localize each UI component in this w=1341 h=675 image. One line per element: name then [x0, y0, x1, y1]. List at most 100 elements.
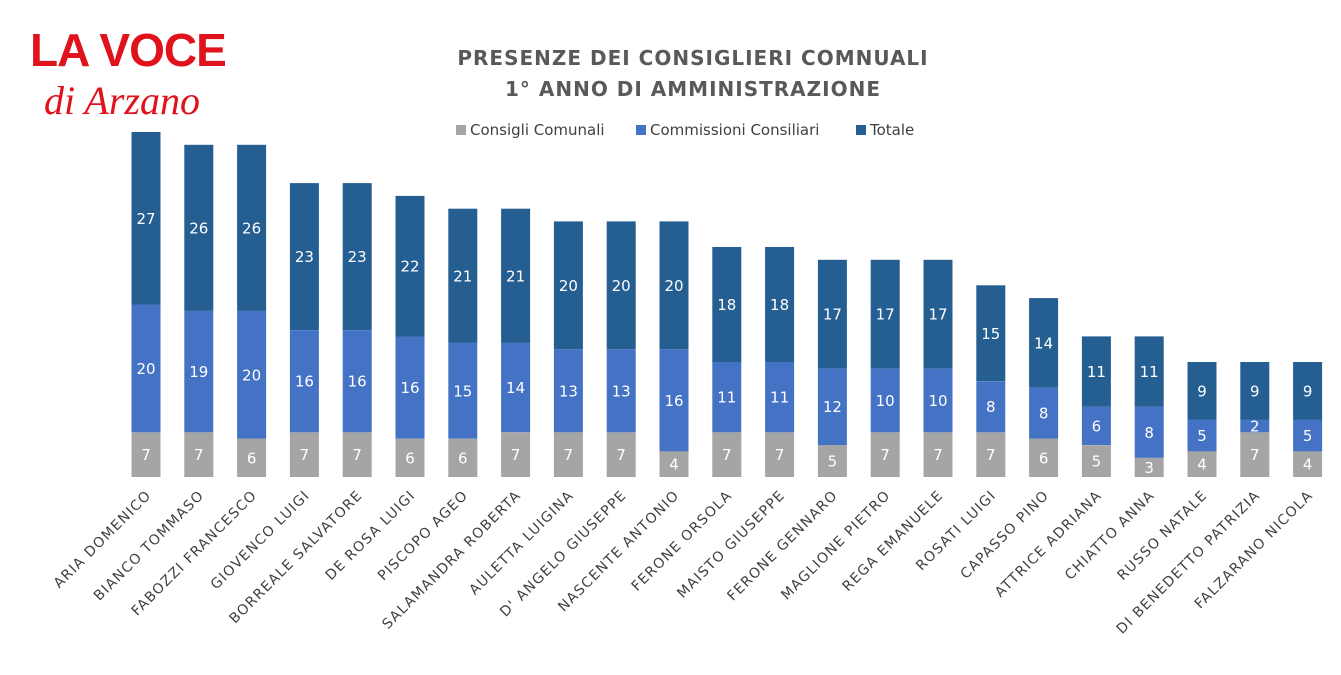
data-label-3-20: 11: [1140, 363, 1159, 381]
data-label-2-15: 10: [876, 392, 895, 410]
data-label-2-16: 10: [928, 392, 947, 410]
data-label-2-6: 16: [400, 379, 419, 397]
data-label-2-17: 8: [986, 398, 996, 416]
bar-segment-1-13: [765, 432, 795, 477]
bar-segment-3-21: [1187, 362, 1217, 420]
bar-segment-3-23: [1293, 362, 1323, 420]
data-label-1-21: 4: [1197, 456, 1207, 474]
data-label-2-14: 12: [823, 398, 842, 416]
data-label-3-18: 14: [1034, 334, 1053, 352]
bar-segment-3-10: [606, 221, 636, 350]
bar-segment-1-6: [395, 438, 425, 477]
data-label-3-5: 23: [348, 248, 367, 266]
bar-segment-2-14: [817, 368, 847, 446]
category-label-19: ATTRICE ADRIANA: [992, 488, 1105, 601]
bar-segment-1-7: [448, 438, 478, 477]
bar-segment-2-5: [342, 330, 372, 433]
data-label-3-2: 26: [189, 219, 208, 237]
bar-segment-3-3: [237, 144, 267, 311]
bar-segment-3-4: [289, 183, 319, 330]
data-label-2-4: 16: [295, 373, 314, 391]
bar-segment-1-2: [184, 432, 214, 477]
bar-segment-2-8: [501, 342, 531, 433]
legend-swatch-1: [456, 125, 466, 135]
bar-segment-1-14: [817, 445, 847, 477]
bar-segment-3-2: [184, 144, 214, 311]
data-label-2-20: 8: [1144, 424, 1154, 442]
category-label-1: ARIA DOMENICO: [51, 488, 155, 592]
data-label-2-5: 16: [348, 373, 367, 391]
data-label-3-14: 17: [823, 306, 842, 324]
data-label-3-21: 9: [1197, 382, 1207, 400]
data-label-2-22: 2: [1250, 417, 1260, 435]
bar-segment-1-23: [1293, 451, 1323, 477]
bar-segment-1-16: [923, 432, 953, 477]
data-label-1-19: 5: [1092, 453, 1102, 471]
data-label-1-5: 7: [352, 446, 362, 464]
logo-line-1: LA VOCE: [30, 24, 226, 76]
bar-segment-1-8: [501, 432, 531, 477]
segment-labels: 7202771926620267162371623616226152171421…: [136, 210, 1312, 477]
data-label-1-9: 7: [564, 446, 574, 464]
data-label-2-12: 11: [717, 389, 736, 407]
bar-segment-3-9: [553, 221, 583, 350]
legend-label-1: Consigli Comunali: [470, 121, 605, 139]
data-label-1-8: 7: [511, 446, 521, 464]
bar-segment-2-16: [923, 368, 953, 433]
bar-segment-3-16: [923, 259, 953, 369]
legend-label-3: Totale: [869, 121, 914, 139]
bar-segment-1-19: [1081, 445, 1111, 477]
data-label-2-19: 6: [1092, 417, 1102, 435]
legend-label-2: Commissioni Consiliari: [650, 121, 819, 139]
bar-segment-2-9: [553, 349, 583, 433]
category-label-16: REGA EMANUELE: [840, 488, 947, 595]
bar-segment-3-12: [712, 247, 742, 362]
data-label-1-13: 7: [775, 446, 785, 464]
data-label-3-23: 9: [1303, 382, 1313, 400]
data-label-1-6: 6: [405, 449, 415, 467]
category-label-6: DE ROSA LUIGI: [323, 488, 419, 584]
bar-segment-2-19: [1081, 406, 1111, 445]
data-label-2-11: 16: [664, 392, 683, 410]
bar-segment-1-10: [606, 432, 636, 477]
bar-segment-1-20: [1134, 457, 1164, 477]
data-label-1-2: 7: [194, 446, 204, 464]
data-label-3-7: 21: [453, 267, 472, 285]
bar-segment-2-12: [712, 362, 742, 433]
data-label-2-9: 13: [559, 382, 578, 400]
data-label-3-1: 27: [136, 210, 155, 228]
data-label-2-23: 5: [1303, 427, 1313, 445]
category-label-13: MAISTO GIUSEPPE: [674, 488, 788, 602]
data-label-1-22: 7: [1250, 446, 1260, 464]
data-label-2-18: 8: [1039, 405, 1049, 423]
data-label-1-10: 7: [616, 446, 626, 464]
bar-segment-1-21: [1187, 451, 1217, 477]
bar-segment-2-2: [184, 310, 214, 433]
bar-segment-1-1: [131, 432, 161, 477]
data-label-3-9: 20: [559, 277, 578, 295]
data-label-3-4: 23: [295, 248, 314, 266]
data-label-3-17: 15: [981, 325, 1000, 343]
data-label-3-13: 18: [770, 296, 789, 314]
data-label-2-3: 20: [242, 366, 261, 384]
bar-segment-3-18: [1029, 298, 1059, 388]
data-label-1-11: 4: [669, 456, 679, 474]
bar-segment-2-17: [976, 381, 1006, 433]
bar-segment-2-21: [1187, 419, 1217, 452]
bar-segment-3-6: [395, 195, 425, 337]
chart-subtitle: 1° ANNO DI AMMINISTRAZIONE: [505, 77, 881, 101]
data-label-1-14: 5: [828, 453, 838, 471]
bar-segment-3-17: [976, 285, 1006, 382]
data-label-1-1: 7: [141, 446, 151, 464]
data-label-2-7: 15: [453, 382, 472, 400]
data-label-3-6: 22: [400, 258, 419, 276]
category-label-20: CHIATTO ANNA: [1062, 488, 1158, 584]
data-label-2-13: 11: [770, 389, 789, 407]
bar-segment-2-4: [289, 330, 319, 433]
bar-segment-2-20: [1134, 406, 1164, 458]
category-label-9: AULETTA LUIGINA: [466, 488, 577, 599]
data-label-3-19: 11: [1087, 363, 1106, 381]
bar-segment-2-22: [1240, 419, 1270, 433]
bar-segment-3-15: [870, 259, 900, 369]
legend: Consigli Comunali Commissioni Consiliari T…: [456, 121, 914, 139]
